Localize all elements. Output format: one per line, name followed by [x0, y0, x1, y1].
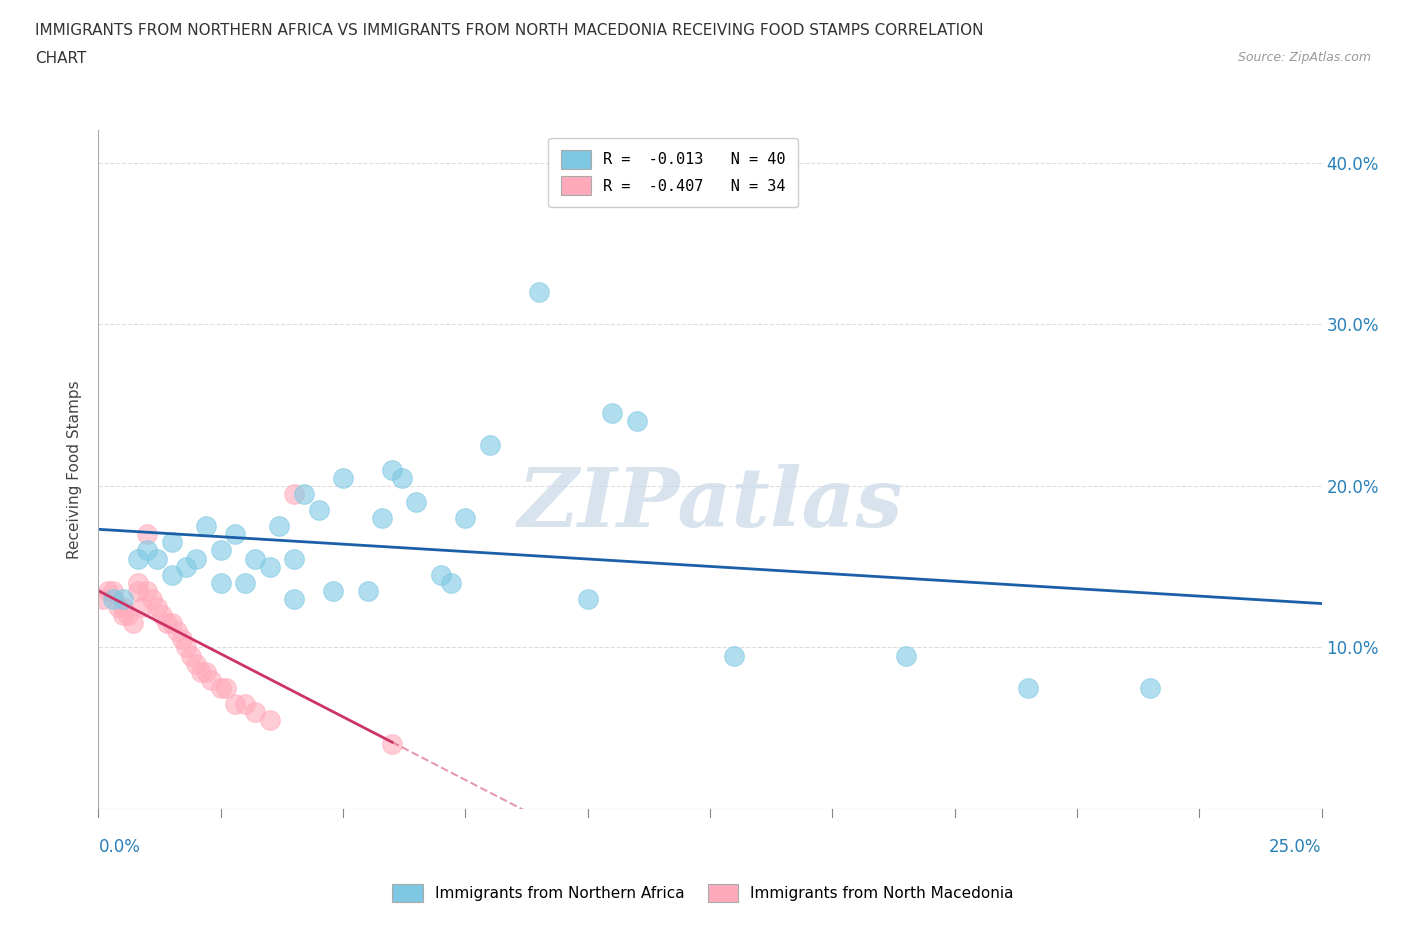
Point	[381, 737, 404, 751]
Point	[131, 600, 153, 615]
Point	[283, 551, 305, 566]
Point	[111, 607, 134, 622]
Point	[91, 591, 114, 606]
Point	[180, 648, 202, 663]
Point	[430, 567, 453, 582]
Point	[243, 705, 266, 720]
Point	[214, 681, 236, 696]
Point	[356, 583, 378, 598]
Point	[107, 600, 129, 615]
Point	[405, 495, 427, 510]
Point	[1017, 681, 1039, 696]
Text: IMMIGRANTS FROM NORTHERN AFRICA VS IMMIGRANTS FROM NORTH MACEDONIA RECEIVING FOO: IMMIGRANTS FROM NORTHERN AFRICA VS IMMIG…	[35, 23, 984, 38]
Point	[440, 576, 463, 591]
Point	[391, 471, 413, 485]
Point	[160, 616, 183, 631]
Point	[209, 681, 232, 696]
Point	[259, 712, 281, 727]
Point	[160, 567, 183, 582]
Point	[111, 600, 134, 615]
Point	[195, 664, 218, 679]
Text: Source: ZipAtlas.com: Source: ZipAtlas.com	[1237, 51, 1371, 64]
Point	[527, 285, 550, 299]
Point	[146, 600, 169, 615]
Point	[186, 657, 208, 671]
Point	[136, 527, 159, 542]
Point	[243, 551, 266, 566]
Point	[156, 616, 179, 631]
Point	[127, 551, 149, 566]
Point	[233, 576, 256, 591]
Text: 25.0%: 25.0%	[1270, 838, 1322, 857]
Point	[136, 583, 159, 598]
Point	[97, 583, 120, 598]
Point	[224, 697, 246, 711]
Point	[160, 535, 183, 550]
Point	[209, 543, 232, 558]
Point	[381, 462, 404, 477]
Point	[176, 640, 198, 655]
Y-axis label: Receiving Food Stamps: Receiving Food Stamps	[67, 380, 83, 559]
Point	[454, 511, 477, 525]
Text: CHART: CHART	[35, 51, 87, 66]
Point	[332, 471, 354, 485]
Point	[308, 502, 330, 517]
Point	[127, 583, 149, 598]
Point	[1139, 681, 1161, 696]
Point	[200, 672, 222, 687]
Point	[723, 648, 745, 663]
Point	[894, 648, 917, 663]
Point	[259, 559, 281, 574]
Text: 0.0%: 0.0%	[98, 838, 141, 857]
Point	[127, 576, 149, 591]
Point	[322, 583, 344, 598]
Point	[195, 519, 218, 534]
Point	[190, 664, 212, 679]
Point	[166, 624, 188, 639]
Point	[117, 607, 139, 622]
Point	[111, 591, 134, 606]
Point	[141, 591, 163, 606]
Text: ZIPatlas: ZIPatlas	[517, 463, 903, 544]
Point	[209, 576, 232, 591]
Point	[478, 438, 501, 453]
Point	[224, 527, 246, 542]
Point	[269, 519, 291, 534]
Point	[121, 616, 143, 631]
Point	[136, 543, 159, 558]
Point	[626, 414, 648, 429]
Point	[150, 607, 173, 622]
Point	[101, 583, 124, 598]
Point	[292, 486, 315, 501]
Point	[283, 486, 305, 501]
Point	[170, 632, 193, 647]
Point	[233, 697, 256, 711]
Point	[371, 511, 394, 525]
Point	[101, 591, 124, 606]
Point	[283, 591, 305, 606]
Point	[576, 591, 599, 606]
Point	[186, 551, 208, 566]
Legend: R =  -0.013   N = 40, R =  -0.407   N = 34: R = -0.013 N = 40, R = -0.407 N = 34	[548, 138, 799, 207]
Legend: Immigrants from Northern Africa, Immigrants from North Macedonia: Immigrants from Northern Africa, Immigra…	[387, 878, 1019, 909]
Point	[176, 559, 198, 574]
Point	[146, 551, 169, 566]
Point	[600, 405, 623, 420]
